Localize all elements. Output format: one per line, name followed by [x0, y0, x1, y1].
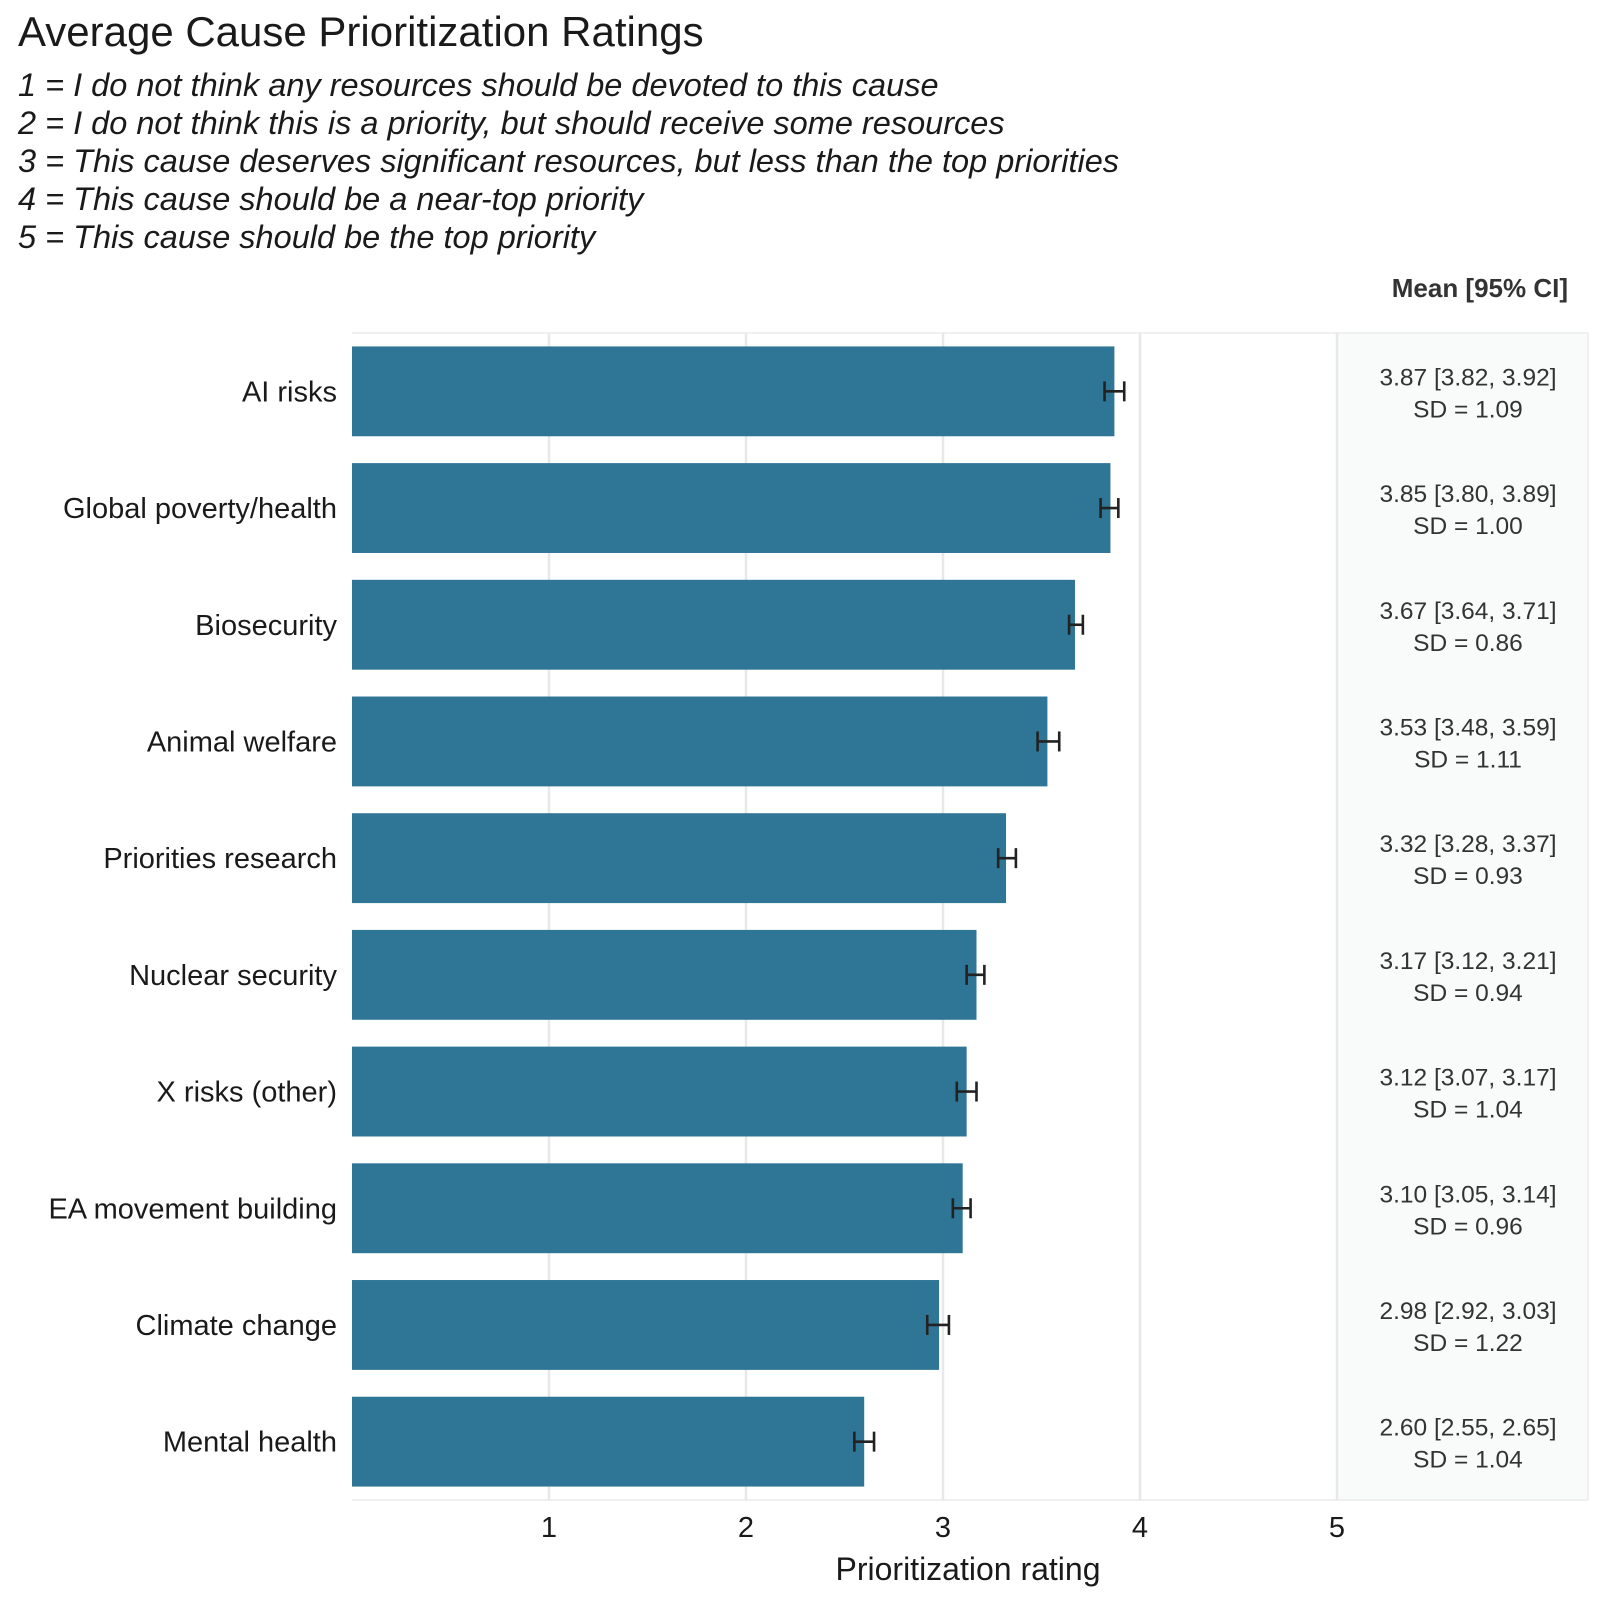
stat-mean-ci-7: 3.10 [3.05, 3.14] [1379, 1181, 1556, 1208]
x-axis-title: Prioritization rating [836, 1551, 1101, 1587]
stat-mean-ci-1: 3.85 [3.80, 3.89] [1379, 481, 1556, 508]
error-bar-0 [1103, 381, 1126, 402]
stat-sd-9: SD = 1.04 [1413, 1447, 1523, 1474]
x-tick-label-3: 3 [935, 1512, 951, 1544]
category-label-2: Biosecurity [195, 610, 337, 642]
category-label-1: Global poverty/health [63, 493, 337, 525]
error-bar-5 [965, 964, 986, 985]
stat-mean-ci-9: 2.60 [2.55, 2.65] [1379, 1415, 1556, 1442]
stats-panel-bg [1337, 333, 1588, 1500]
subtitle-line-3: 3 = This cause deserves significant reso… [18, 143, 1120, 179]
chart-title: Average Cause Prioritization Ratings [18, 8, 704, 55]
subtitle-line-4: 4 = This cause should be a near-top prio… [18, 181, 644, 217]
subtitle-line-5: 5 = This cause should be the top priorit… [18, 219, 596, 255]
category-label-8: Climate change [136, 1310, 338, 1342]
stat-mean-ci-0: 3.87 [3.82, 3.92] [1379, 364, 1556, 391]
error-bar-9 [853, 1431, 876, 1452]
bar-6 [352, 1046, 967, 1137]
error-bar-8 [925, 1314, 951, 1335]
stat-sd-0: SD = 1.09 [1413, 396, 1523, 423]
category-label-7: EA movement building [48, 1193, 337, 1225]
error-bar-3 [1036, 731, 1061, 752]
bar-5 [352, 929, 977, 1020]
category-label-0: AI risks [242, 376, 337, 408]
plot-panel [352, 332, 1589, 1501]
bars [352, 346, 1115, 1487]
stat-mean-ci-3: 3.53 [3.48, 3.59] [1379, 714, 1556, 741]
category-label-5: Nuclear security [129, 960, 337, 992]
chart-subtitle: 1 = I do not think any resources should … [18, 66, 1119, 256]
category-labels: AI risks Global poverty/health Biosecurity… [48, 376, 337, 1458]
x-tick-label-5: 5 [1329, 1512, 1345, 1544]
stat-sd-5: SD = 0.94 [1413, 980, 1523, 1007]
x-tick-label-2: 2 [738, 1512, 754, 1544]
stat-sd-1: SD = 1.00 [1413, 513, 1523, 540]
bar-7 [352, 1163, 963, 1254]
stat-sd-3: SD = 1.11 [1414, 746, 1522, 773]
category-label-6: X risks (other) [157, 1077, 337, 1109]
bar-9 [352, 1396, 865, 1487]
error-bar-6 [955, 1081, 978, 1102]
stat-mean-ci-6: 3.12 [3.07, 3.17] [1379, 1065, 1556, 1092]
stat-sd-7: SD = 0.96 [1413, 1213, 1523, 1240]
bar-1 [352, 463, 1111, 553]
category-label-9: Mental health [163, 1427, 337, 1459]
stat-mean-ci-8: 2.98 [2.92, 3.03] [1379, 1298, 1556, 1325]
stat-sd-8: SD = 1.22 [1413, 1330, 1523, 1357]
bar-2 [352, 579, 1075, 670]
stat-sd-2: SD = 0.86 [1413, 630, 1523, 657]
subtitle-line-1: 1 = I do not think any resources should … [18, 67, 939, 103]
error-bar-2 [1067, 614, 1085, 635]
stat-mean-ci-4: 3.32 [3.28, 3.37] [1379, 831, 1556, 858]
x-tick-label-4: 4 [1132, 1512, 1148, 1544]
stats-column: Mean [95% CI] 3.87 [3.82, 3.92] SD = 1.09… [1379, 273, 1568, 1474]
x-tick-label-1: 1 [541, 1512, 557, 1544]
error-bar-1 [1099, 498, 1120, 519]
x-axis: Prioritization rating 1 2 3 4 5 [541, 1512, 1345, 1587]
bar-0 [352, 346, 1115, 437]
stat-sd-4: SD = 0.93 [1413, 863, 1523, 890]
stat-mean-ci-2: 3.67 [3.64, 3.71] [1379, 598, 1556, 625]
error-bars [853, 381, 1126, 1452]
bar-4 [352, 813, 1007, 904]
stats-header: Mean [95% CI] [1392, 273, 1568, 303]
stat-mean-ci-5: 3.17 [3.12, 3.21] [1379, 948, 1556, 975]
error-bar-7 [951, 1198, 972, 1219]
bar-8 [352, 1280, 940, 1370]
error-bar-4 [996, 848, 1018, 869]
category-label-4: Priorities research [103, 843, 337, 875]
subtitle-line-2: 2 = I do not think this is a priority, b… [18, 105, 1005, 141]
stat-sd-6: SD = 1.04 [1413, 1097, 1523, 1124]
category-label-3: Animal welfare [147, 726, 337, 758]
bar-3 [352, 696, 1048, 787]
